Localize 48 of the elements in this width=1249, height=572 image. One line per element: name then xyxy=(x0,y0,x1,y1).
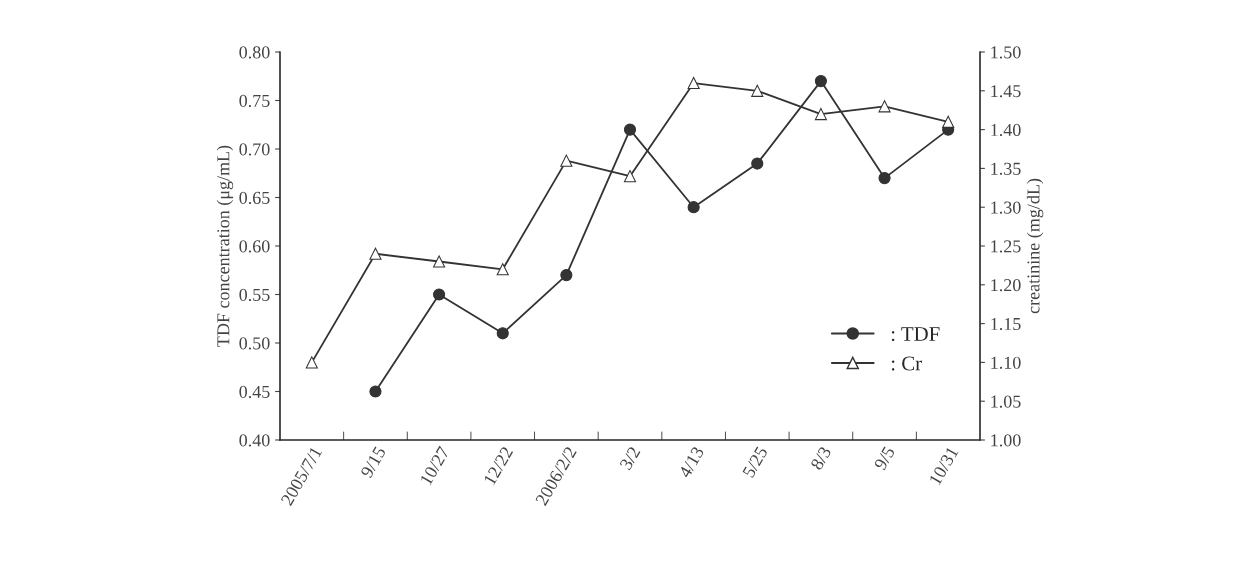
point xyxy=(560,269,573,282)
y-tick-label: 0.80 xyxy=(239,46,270,59)
y2-tick-label: 1.45 xyxy=(991,85,1021,98)
y2-tick-label: 1.00 xyxy=(991,434,1021,447)
y-tick-label: 0.75 xyxy=(239,94,270,108)
point xyxy=(751,84,764,97)
point xyxy=(751,157,764,170)
y-tick-label: 0.50 xyxy=(239,337,270,350)
point xyxy=(878,172,891,185)
point xyxy=(496,263,509,276)
y2-tick-label: 1.40 xyxy=(991,123,1021,137)
point xyxy=(687,76,700,90)
point xyxy=(942,115,955,128)
point xyxy=(433,255,446,268)
point xyxy=(814,75,827,88)
point xyxy=(560,154,573,167)
x-tick-label: 3/2 xyxy=(619,446,641,471)
y2-tick-label: 1.10 xyxy=(991,356,1021,369)
point xyxy=(623,170,637,183)
y2-axis-title: creatinine (mg/dL) xyxy=(1026,178,1044,314)
point xyxy=(305,356,318,369)
y-tick-label: 0.65 xyxy=(239,191,270,205)
y-axis-title: TDF concentration (μg/mL) xyxy=(216,145,234,347)
y2-tick-label: 1.30 xyxy=(991,201,1021,214)
x-tick-label: 4/13 xyxy=(678,445,705,479)
y2-tick-label: 1.50 xyxy=(991,46,1021,59)
y2-tick-label: 1.35 xyxy=(991,162,1021,175)
legend-label: : Cr xyxy=(891,356,922,371)
y2-tick-label: 1.05 xyxy=(991,395,1021,408)
point xyxy=(814,108,827,121)
y-tick-label: 0.45 xyxy=(239,385,270,399)
point xyxy=(433,288,446,301)
point xyxy=(496,327,509,340)
legend-label: : TDF xyxy=(891,327,940,342)
y2-tick-label: 1.25 xyxy=(991,240,1021,253)
x-tick-label: 9/5 xyxy=(873,445,896,471)
point xyxy=(623,123,637,136)
point xyxy=(369,247,382,260)
point xyxy=(687,201,700,214)
y-tick-label: 0.55 xyxy=(239,288,270,302)
y-tick-label: 0.70 xyxy=(239,143,270,156)
point xyxy=(369,385,382,398)
y2-tick-label: 1.15 xyxy=(991,317,1021,331)
y2-tick-label: 1.20 xyxy=(991,279,1021,292)
y-tick-label: 0.40 xyxy=(239,434,270,447)
x-tick-label: 8/3 xyxy=(810,445,832,471)
point xyxy=(878,100,891,113)
y-tick-label: 0.60 xyxy=(239,240,270,253)
